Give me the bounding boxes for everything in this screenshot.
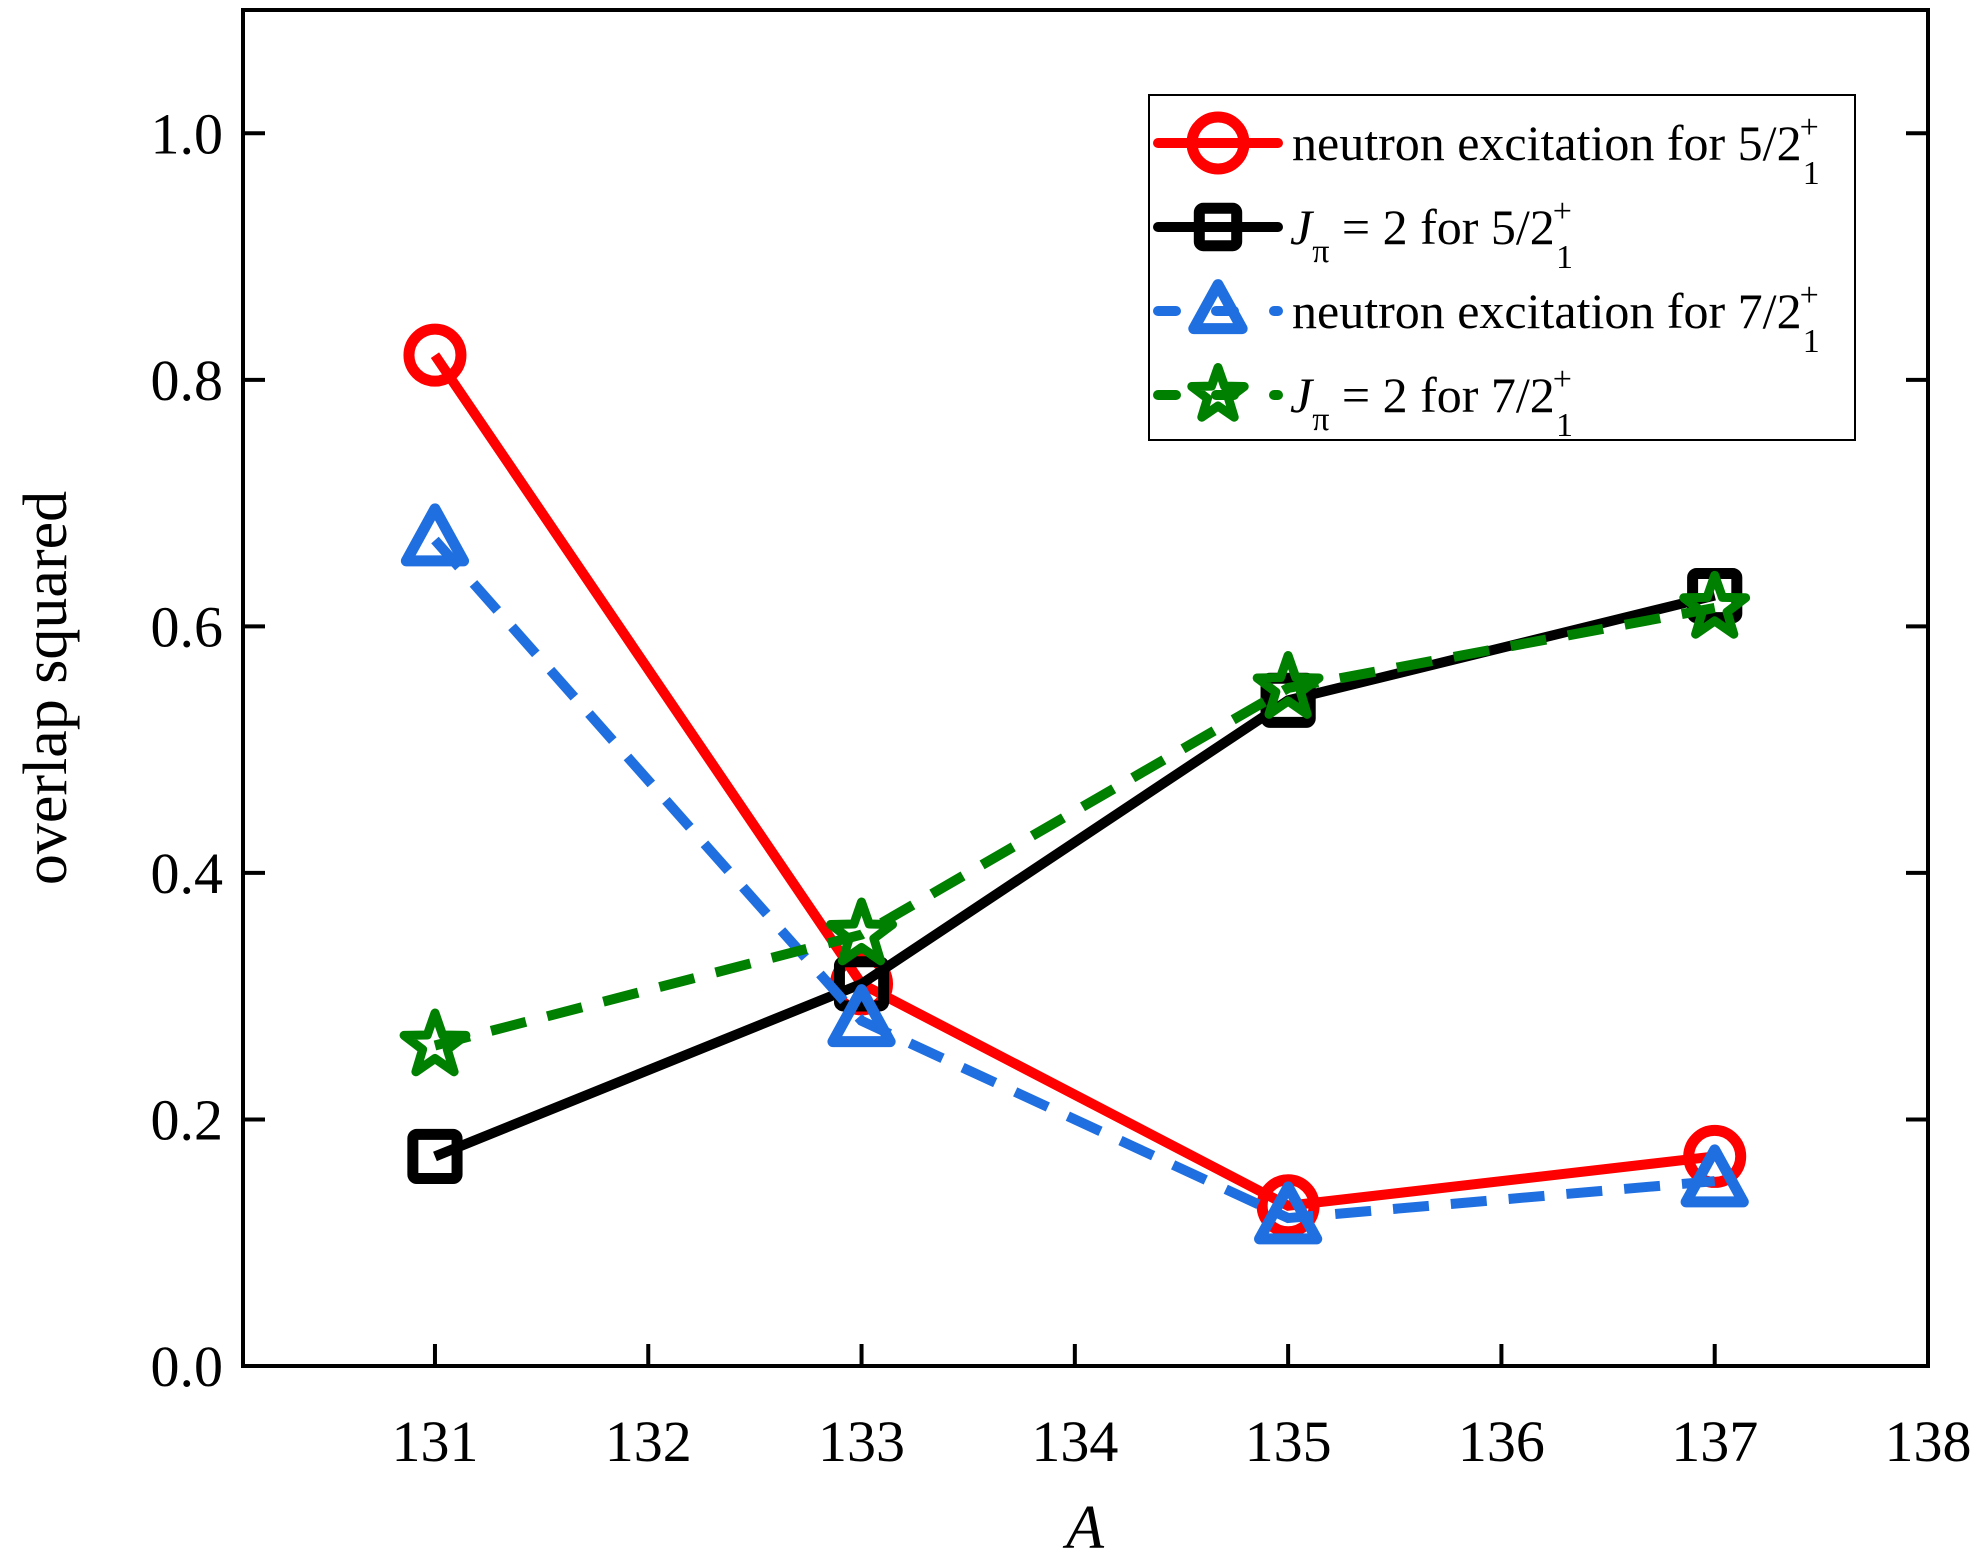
x-tick-label: 137 — [1671, 1409, 1758, 1474]
series-0 — [403, 323, 1747, 1238]
legend-text-jsub: π — [1312, 401, 1329, 438]
y-tick-label: 0.2 — [151, 1087, 224, 1152]
plot-marks — [399, 323, 1751, 1245]
series-line — [433, 590, 1716, 1162]
plot-frame — [241, 8, 1930, 1368]
star-marker — [826, 897, 897, 966]
series-line — [430, 352, 1716, 1211]
y-tick-label: 0.0 — [151, 1334, 224, 1399]
legend-text-sup: + — [1800, 109, 1819, 146]
x-tick-label: 131 — [391, 1409, 478, 1474]
legend-text-sup: + — [1553, 361, 1572, 398]
legend-item: neutron excitation for 7/2+ 1 — [1153, 277, 1820, 360]
star-marker — [399, 1008, 471, 1077]
x-tick-label: 136 — [1458, 1409, 1545, 1474]
legend-text-pre: = 2 for 5/2 — [1329, 199, 1554, 255]
triangle-icon — [1188, 279, 1248, 335]
circle-marker — [403, 323, 467, 387]
triangle-marker — [1254, 1181, 1323, 1245]
legend-text-pre: = 2 for 7/2 — [1329, 367, 1554, 423]
series-line — [431, 536, 1716, 1224]
legend-box — [1148, 94, 1856, 441]
legend-text-sub: 1 — [1803, 323, 1820, 360]
y-tick-label: 0.4 — [151, 841, 224, 906]
legend-text-sub: 1 — [1556, 407, 1573, 444]
legend-text-j: J — [1290, 367, 1315, 423]
legend-text-sub: 1 — [1803, 155, 1820, 192]
star-marker — [1252, 651, 1324, 719]
legend-text-pre: neutron excitation for 7/2 — [1292, 283, 1802, 339]
legend-item: neutron excitation for 5/2+ 1 — [1153, 109, 1820, 192]
x-tick-label: 135 — [1245, 1409, 1332, 1474]
x-tick-label: 133 — [818, 1409, 905, 1474]
square-marker — [833, 956, 890, 1012]
x-tick-label: 132 — [605, 1409, 692, 1474]
series-line — [433, 602, 1716, 1051]
y-axis-label: overlap squared — [12, 491, 80, 885]
square-marker — [1260, 672, 1316, 728]
x-tick-label: 138 — [1885, 1409, 1972, 1474]
square-marker — [407, 1128, 463, 1185]
legend-label: neutron excitation for 7/2+ 1 — [1292, 277, 1820, 360]
legend-text-j: J — [1290, 199, 1315, 255]
y-tick-label: 0.8 — [151, 348, 224, 413]
x-axis-label: A — [1062, 1494, 1105, 1555]
legend-text-sub: 1 — [1556, 239, 1573, 276]
legend-label: Jπ = 2 for 7/2+ 1 — [1290, 361, 1573, 444]
legend-text-sup: + — [1553, 193, 1572, 230]
triangle-marker — [827, 984, 896, 1048]
legend-item: Jπ = 2 for 5/2+ 1 — [1153, 193, 1573, 276]
square-icon — [1193, 202, 1243, 252]
series-1 — [407, 567, 1743, 1185]
legend-label: neutron excitation for 5/2+ 1 — [1292, 109, 1820, 192]
axes: 131 132 133 134 135 136 137 138 0.0 0.2 0.4 0.6 0.8 1… — [151, 101, 1972, 1474]
legend: neutron excitation for 5/2+ 1Jπ = 2 for 5… — [1148, 94, 1856, 444]
legend-text-sup: + — [1800, 277, 1819, 314]
star-marker — [1679, 570, 1751, 639]
legend-text-jsub: π — [1312, 233, 1329, 270]
triangle-marker — [400, 503, 470, 567]
triangle-marker — [1680, 1144, 1749, 1208]
x-tick-label: 134 — [1031, 1409, 1118, 1474]
y-tick-label: 1.0 — [151, 101, 224, 166]
y-tick-label: 0.6 — [151, 594, 224, 659]
star-icon — [1187, 363, 1249, 422]
circle-icon — [1186, 111, 1250, 175]
legend-label: Jπ = 2 for 5/2+ 1 — [1290, 193, 1573, 276]
legend-text-pre: neutron excitation for 5/2 — [1292, 115, 1802, 171]
circle-marker — [1256, 1174, 1320, 1238]
series-3 — [399, 570, 1751, 1077]
series-2 — [400, 503, 1749, 1245]
legend-item: Jπ = 2 for 7/2+ 1 — [1153, 361, 1573, 444]
